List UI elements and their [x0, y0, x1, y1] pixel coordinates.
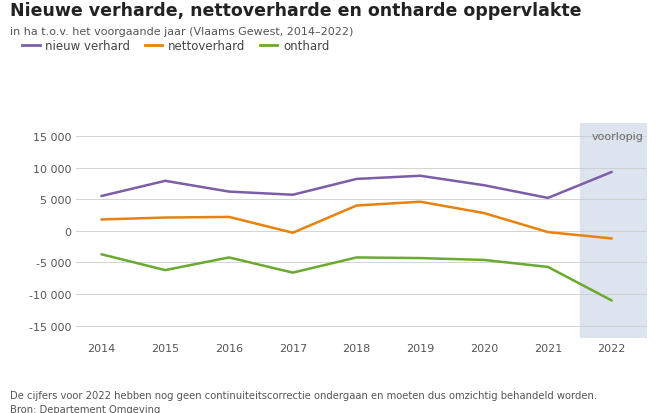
Text: Bron: Departement Omgeving: Bron: Departement Omgeving	[10, 404, 160, 413]
Text: De cijfers voor 2022 hebben nog geen continuiteitscorrectie ondergaan en moeten : De cijfers voor 2022 hebben nog geen con…	[10, 390, 597, 400]
Legend: nieuw verhard, nettoverhard, onthard: nieuw verhard, nettoverhard, onthard	[22, 40, 330, 52]
Bar	[580, 124, 647, 339]
Text: Nieuwe verharde, nettoverharde en ontharde oppervlakte: Nieuwe verharde, nettoverharde en onthar…	[10, 2, 581, 20]
Text: voorlopig: voorlopig	[592, 131, 644, 142]
Text: in ha t.o.v. het voorgaande jaar (Vlaams Gewest, 2014–2022): in ha t.o.v. het voorgaande jaar (Vlaams…	[10, 27, 353, 37]
